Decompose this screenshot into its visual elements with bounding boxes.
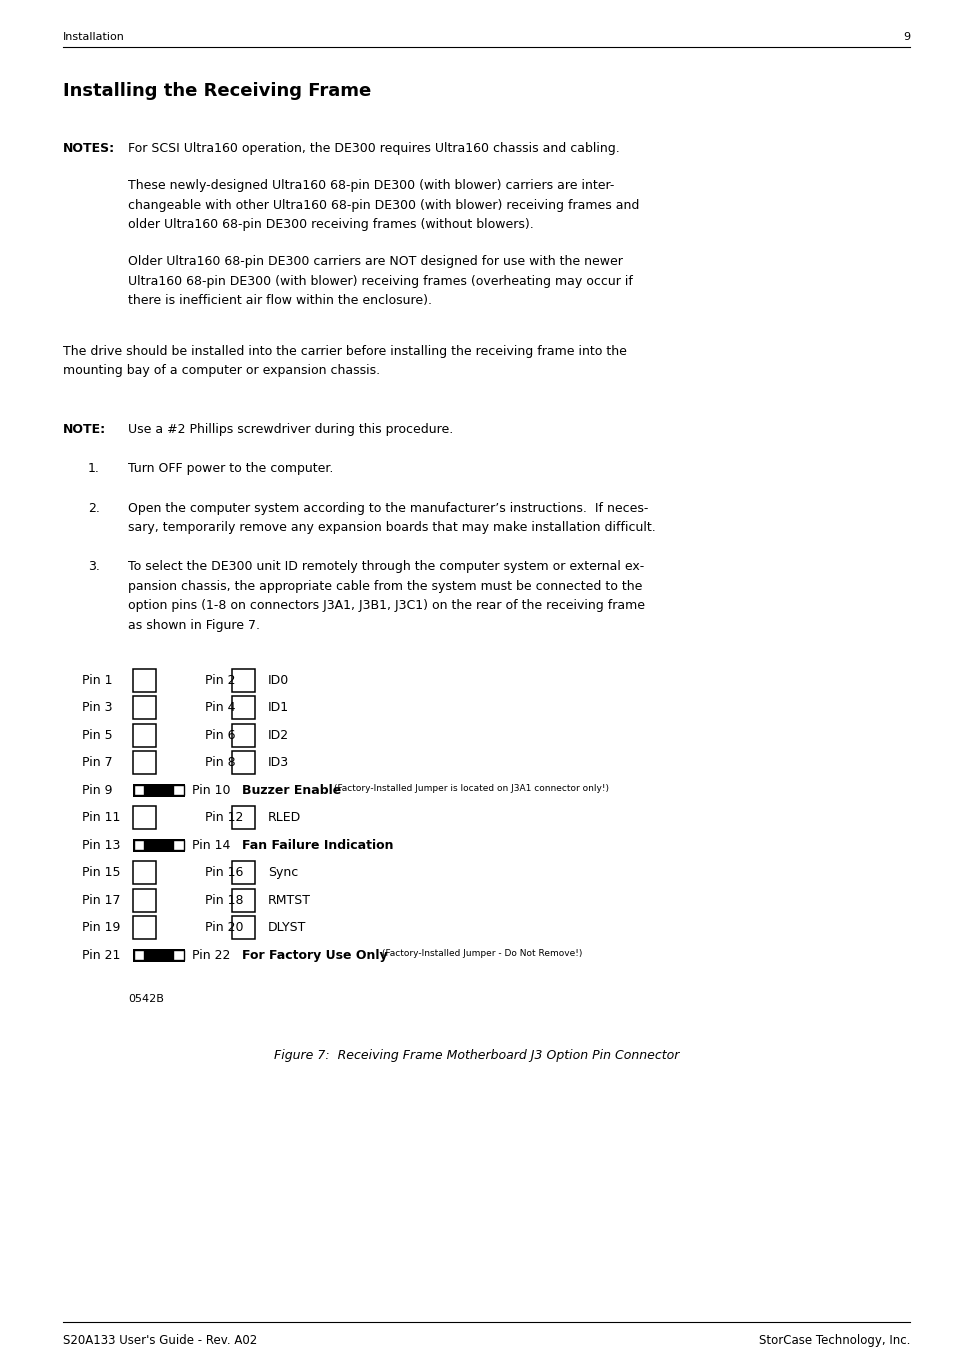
Text: These newly-designed Ultra160 68-pin DE300 (with blower) carriers are inter-: These newly-designed Ultra160 68-pin DE3… (128, 179, 614, 192)
Bar (132, 861, 155, 884)
Text: Buzzer Enable: Buzzer Enable (241, 783, 340, 797)
Text: there is inefficient air flow within the enclosure).: there is inefficient air flow within the… (128, 294, 432, 307)
Text: older Ultra160 68-pin DE300 receiving frames (without blowers).: older Ultra160 68-pin DE300 receiving fr… (128, 218, 533, 231)
Text: Pin 20: Pin 20 (205, 921, 243, 934)
Text: To select the DE300 unit ID remotely through the computer system or external ex-: To select the DE300 unit ID remotely thr… (128, 560, 643, 574)
Text: NOTES:: NOTES: (63, 142, 115, 155)
Text: Fan Failure Indication: Fan Failure Indication (241, 839, 393, 852)
Bar (233, 806, 255, 830)
Text: mounting bay of a computer or expansion chassis.: mounting bay of a computer or expansion … (63, 364, 379, 376)
Text: For SCSI Ultra160 operation, the DE300 requires Ultra160 chassis and cabling.: For SCSI Ultra160 operation, the DE300 r… (128, 142, 619, 155)
Bar (132, 949, 184, 961)
Text: 1.: 1. (88, 463, 100, 475)
Bar (132, 752, 155, 775)
Text: Pin 5: Pin 5 (82, 728, 112, 742)
Bar (172, 784, 183, 795)
Text: Pin 22: Pin 22 (192, 949, 230, 961)
Text: Pin 2: Pin 2 (205, 674, 235, 687)
Text: sary, temporarily remove any expansion boards that may make installation difficu: sary, temporarily remove any expansion b… (128, 522, 655, 534)
Text: Pin 15: Pin 15 (82, 867, 120, 879)
Bar (172, 950, 183, 961)
Bar (132, 888, 155, 912)
Text: Pin 12: Pin 12 (205, 812, 243, 824)
Bar (233, 697, 255, 719)
Text: Pin 4: Pin 4 (205, 701, 235, 715)
Text: Pin 14: Pin 14 (192, 839, 230, 852)
Text: NOTE:: NOTE: (63, 423, 106, 437)
Text: Pin 21: Pin 21 (82, 949, 120, 961)
Text: The drive should be installed into the carrier before installing the receiving f: The drive should be installed into the c… (63, 345, 626, 357)
Text: Pin 7: Pin 7 (82, 756, 112, 769)
Text: Pin 3: Pin 3 (82, 701, 112, 715)
Text: ID3: ID3 (268, 756, 289, 769)
Text: S20A133 User's Guide - Rev. A02: S20A133 User's Guide - Rev. A02 (63, 1333, 257, 1347)
Text: Pin 6: Pin 6 (205, 728, 235, 742)
Text: Older Ultra160 68-pin DE300 carriers are NOT designed for use with the newer: Older Ultra160 68-pin DE300 carriers are… (128, 255, 622, 268)
Text: Pin 8: Pin 8 (205, 756, 235, 769)
Text: For Factory Use Only: For Factory Use Only (241, 949, 387, 961)
Text: as shown in Figure 7.: as shown in Figure 7. (128, 619, 260, 632)
Text: ID0: ID0 (268, 674, 289, 687)
Text: Ultra160 68-pin DE300 (with blower) receiving frames (overheating may occur if: Ultra160 68-pin DE300 (with blower) rece… (128, 275, 632, 287)
Bar (172, 841, 183, 850)
Text: pansion chassis, the appropriate cable from the system must be connected to the: pansion chassis, the appropriate cable f… (128, 580, 641, 593)
Text: Installation: Installation (63, 31, 125, 42)
Bar (132, 806, 155, 830)
Text: Figure 7:  Receiving Frame Motherboard J3 Option Pin Connector: Figure 7: Receiving Frame Motherboard J3… (274, 1049, 679, 1062)
Text: Pin 17: Pin 17 (82, 894, 120, 906)
Bar (132, 724, 155, 746)
Text: Pin 10: Pin 10 (192, 783, 230, 797)
Text: ID2: ID2 (268, 728, 289, 742)
Text: ID1: ID1 (268, 701, 289, 715)
Text: 2.: 2. (88, 501, 100, 515)
Bar (233, 668, 255, 691)
Bar (132, 916, 155, 939)
Bar (233, 916, 255, 939)
Text: (Factory-Installed Jumper is located on J3A1 connector only!): (Factory-Installed Jumper is located on … (334, 783, 608, 793)
Text: Open the computer system according to the manufacturer’s instructions.  If neces: Open the computer system according to th… (128, 501, 648, 515)
Text: (Factory-Installed Jumper - Do Not Remove!): (Factory-Installed Jumper - Do Not Remov… (381, 949, 581, 958)
Text: 3.: 3. (88, 560, 100, 574)
Text: Sync: Sync (268, 867, 298, 879)
Bar (233, 888, 255, 912)
Text: Pin 9: Pin 9 (82, 783, 112, 797)
Bar (233, 724, 255, 746)
Text: StorCase Technology, Inc.: StorCase Technology, Inc. (758, 1333, 909, 1347)
Text: Pin 18: Pin 18 (205, 894, 243, 906)
Bar (133, 950, 144, 961)
Text: Pin 16: Pin 16 (205, 867, 243, 879)
Bar (133, 784, 144, 795)
Text: Pin 11: Pin 11 (82, 812, 120, 824)
Bar (233, 861, 255, 884)
Text: Pin 13: Pin 13 (82, 839, 120, 852)
Bar (132, 697, 155, 719)
Text: 9: 9 (902, 31, 909, 42)
Text: DLYST: DLYST (268, 921, 306, 934)
Bar (132, 668, 155, 691)
Bar (133, 841, 144, 850)
Text: RMTST: RMTST (268, 894, 311, 906)
Text: option pins (1-8 on connectors J3A1, J3B1, J3C1) on the rear of the receiving fr: option pins (1-8 on connectors J3A1, J3B… (128, 600, 644, 612)
Text: Installing the Receiving Frame: Installing the Receiving Frame (63, 82, 371, 100)
Text: Turn OFF power to the computer.: Turn OFF power to the computer. (128, 463, 333, 475)
Bar (132, 783, 184, 797)
Text: Pin 19: Pin 19 (82, 921, 120, 934)
Text: Pin 1: Pin 1 (82, 674, 112, 687)
Text: Use a #2 Phillips screwdriver during this procedure.: Use a #2 Phillips screwdriver during thi… (128, 423, 453, 437)
Text: changeable with other Ultra160 68-pin DE300 (with blower) receiving frames and: changeable with other Ultra160 68-pin DE… (128, 199, 639, 212)
Text: 0542B: 0542B (128, 994, 164, 1005)
Bar (132, 839, 184, 852)
Text: RLED: RLED (268, 812, 301, 824)
Bar (233, 752, 255, 775)
